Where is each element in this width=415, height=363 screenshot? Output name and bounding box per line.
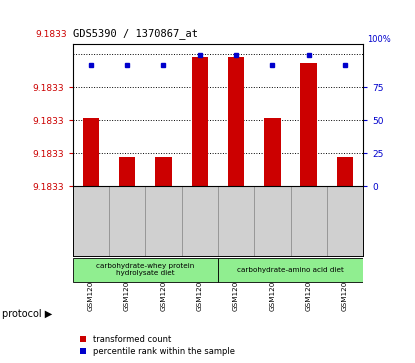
Text: 100%: 100%: [368, 34, 391, 44]
Bar: [228, 57, 244, 186]
Bar: [264, 118, 281, 186]
Text: carbohydrate-amino acid diet: carbohydrate-amino acid diet: [237, 267, 344, 273]
Text: 9.1833: 9.1833: [36, 30, 67, 39]
Bar: [192, 57, 208, 186]
FancyBboxPatch shape: [218, 258, 363, 282]
Bar: [119, 157, 135, 186]
Text: carbohydrate-whey protein
hydrolysate diet: carbohydrate-whey protein hydrolysate di…: [96, 263, 194, 276]
Bar: [155, 157, 171, 186]
Text: GDS5390 / 1370867_at: GDS5390 / 1370867_at: [73, 28, 198, 39]
Text: protocol ▶: protocol ▶: [2, 309, 52, 319]
Bar: [337, 157, 353, 186]
Bar: [300, 64, 317, 186]
Bar: [83, 118, 99, 186]
FancyBboxPatch shape: [73, 258, 218, 282]
Legend: transformed count, percentile rank within the sample: transformed count, percentile rank withi…: [77, 332, 238, 359]
